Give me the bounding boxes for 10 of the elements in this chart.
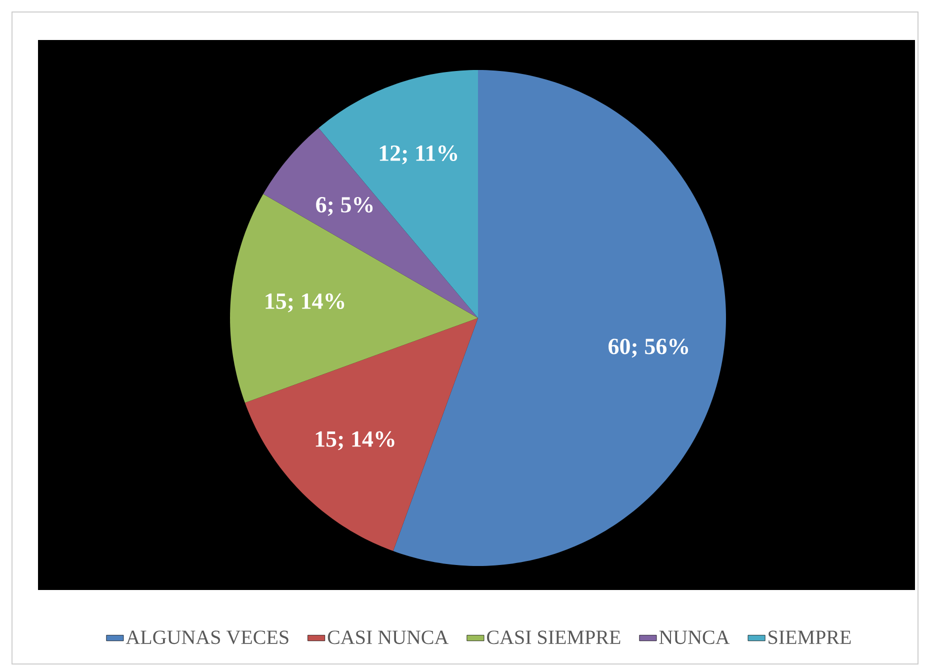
data-label: 12; 11%	[380, 145, 458, 164]
legend-label: ALGUNAS VECES	[126, 630, 288, 644]
data-label: 6; 5%	[316, 196, 373, 216]
legend-label: SIEMPRE	[768, 630, 851, 644]
legend-label: NUNCA	[659, 630, 730, 644]
legend-label: CASI NUNCA	[328, 630, 449, 644]
legend-label: CASI SIEMPRE	[487, 630, 620, 644]
data-label: 60; 56%	[608, 338, 688, 358]
data-label: 15; 14%	[266, 293, 344, 312]
data-label: 15; 14%	[316, 431, 394, 450]
